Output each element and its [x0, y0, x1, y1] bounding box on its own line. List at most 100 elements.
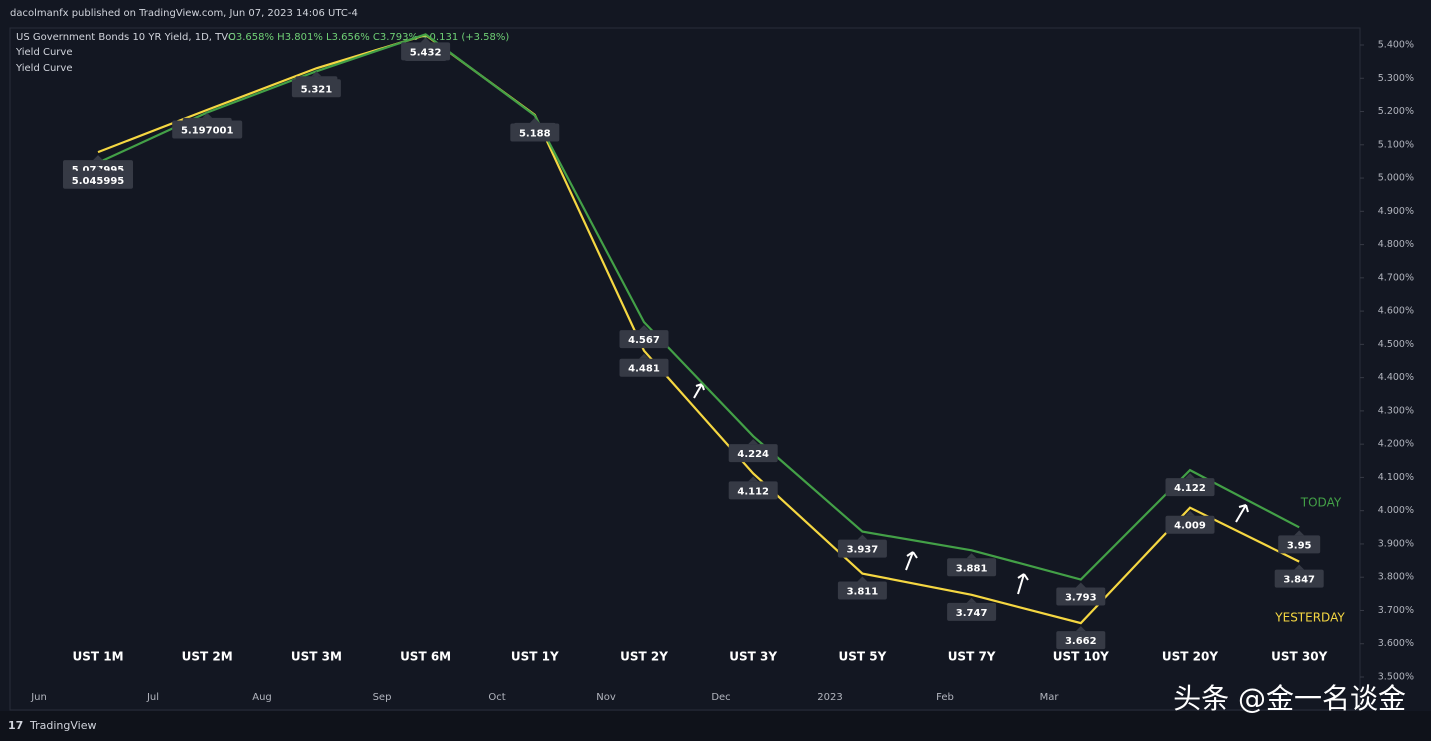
value-label-text: 4.009 [1174, 521, 1206, 532]
time-label: 2023 [817, 692, 842, 703]
value-label: 3.662 [1056, 626, 1106, 650]
category-label: UST 1M [72, 650, 123, 664]
time-label: Aug [252, 692, 272, 703]
y-tick-label: 4.800% [1378, 239, 1414, 250]
value-label-pointer [93, 165, 103, 171]
value-label-box [401, 42, 451, 61]
value-label-text: 4.567 [628, 335, 660, 346]
value-label-pointer [420, 37, 431, 43]
y-tick-label: 3.700% [1378, 605, 1414, 616]
value-label-pointer [748, 476, 759, 482]
time-label: Sep [373, 692, 392, 703]
time-label: Nov [596, 692, 616, 703]
value-label: 3.847 [1274, 564, 1324, 588]
category-label: UST 3Y [729, 650, 777, 664]
value-label-box [63, 170, 133, 189]
value-label-box [619, 330, 669, 349]
value-label-pointer [202, 115, 213, 121]
arrows [693, 383, 1249, 595]
value-label-text: 3.662 [1065, 636, 1097, 647]
value-label-pointer [1294, 564, 1305, 570]
value-label-box [1165, 515, 1215, 534]
value-label: 4.567 [619, 325, 669, 349]
value-label-text: 5.045995 [72, 176, 125, 187]
value-label-text: 4.122 [1174, 483, 1206, 494]
value-label-text: 3.847 [1283, 575, 1315, 586]
time-label: Dec [711, 692, 730, 703]
arrow [905, 551, 918, 571]
y-tick-label: 5.300% [1378, 73, 1414, 84]
value-label-pointer [202, 112, 213, 118]
value-label: 5.188 [510, 118, 560, 142]
time-label: Oct [488, 692, 505, 703]
value-label: 3.811 [837, 576, 887, 600]
value-label-pointer [857, 534, 868, 540]
legend-label: TODAY [1300, 496, 1342, 510]
value-label: 4.224 [728, 439, 778, 463]
value-label: 5.432 [401, 37, 451, 61]
value-label-pointer [1185, 510, 1195, 516]
value-label-pointer [1294, 530, 1305, 536]
value-label-pointer [966, 597, 977, 603]
watermark: 头条 @金一名谈金 [1173, 682, 1406, 715]
time-label: Mar [1040, 692, 1060, 703]
category-label: UST 2Y [620, 650, 668, 664]
value-label-box [1165, 478, 1215, 497]
logo: TradingView [29, 719, 96, 732]
value-label-box [947, 602, 997, 621]
value-label-box [1274, 569, 1324, 588]
category-label: UST 20Y [1162, 650, 1218, 664]
y-tick-label: 3.600% [1378, 638, 1414, 649]
value-label-text: 5.432 [410, 47, 442, 58]
value-label-box [510, 123, 560, 142]
value-label-pointer [1075, 626, 1086, 632]
legend-label: YESTERDAY [1274, 611, 1345, 625]
plot-area [9, 27, 1361, 711]
value-label: 4.009 [1165, 510, 1215, 534]
value-label-pointer [857, 576, 868, 582]
value-label: 3.747 [947, 597, 997, 621]
value-label-text: 3.937 [847, 545, 879, 556]
y-tick-label: 5.400% [1378, 40, 1414, 51]
y-tick-label: 4.300% [1378, 405, 1414, 416]
value-label-box [619, 358, 669, 377]
value-label-pointer [311, 74, 322, 80]
value-label-text: 4.481 [628, 364, 660, 375]
value-label-box [837, 539, 887, 558]
y-tick-label: 4.100% [1378, 472, 1414, 483]
y-tick-label: 4.600% [1378, 306, 1414, 317]
value-label: 3.793 [1056, 582, 1106, 606]
value-label: 3.881 [947, 553, 997, 577]
time-label: Jun [30, 692, 47, 703]
value-label-text: 5.197001 [181, 126, 234, 137]
value-label-text: 3.95 [1287, 540, 1312, 551]
value-label: 3.937 [837, 534, 887, 558]
value-label: 5.197001 [172, 115, 243, 139]
time-label: Jul [146, 692, 159, 703]
y-tick-label: 4.500% [1378, 339, 1414, 350]
value-label-pointer [1075, 582, 1086, 588]
y-tick-label: 5.000% [1378, 173, 1414, 184]
value-label: 4.481 [619, 353, 669, 377]
value-label-text: 3.793 [1065, 593, 1097, 604]
y-tick-label: 4.900% [1378, 206, 1414, 217]
value-label-text: 5.321 [301, 84, 333, 95]
value-label-pointer [1185, 473, 1195, 479]
footer-bar [0, 711, 1431, 741]
value-label-pointer [639, 353, 649, 359]
category-label: UST 5Y [839, 650, 887, 664]
y-tick-label: 3.800% [1378, 572, 1414, 583]
indicator: Yield Curve [15, 47, 73, 58]
y-tick-label: 4.200% [1378, 439, 1414, 450]
category-label: UST 7Y [948, 650, 996, 664]
value-label-pointer [639, 325, 649, 331]
value-label-box [1056, 631, 1106, 650]
arrow [693, 383, 705, 399]
author-line: dacolmanfx published on TradingView.com,… [10, 8, 358, 19]
value-label-box [172, 120, 243, 139]
value-label-box [728, 444, 778, 463]
value-label: 5.321 [291, 74, 341, 98]
symbol: US Government Bonds 10 YR Yield, 1D, TVC [16, 32, 235, 43]
time-label: Feb [936, 692, 954, 703]
